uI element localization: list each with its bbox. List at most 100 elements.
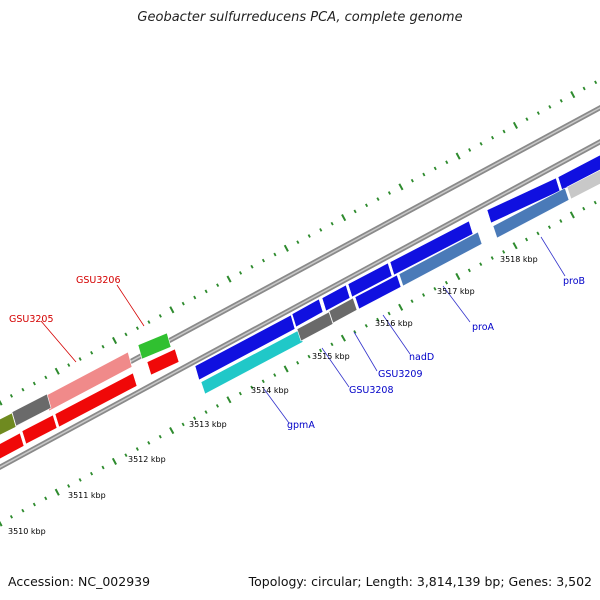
tick-mark xyxy=(135,447,139,451)
tick-mark xyxy=(410,299,414,304)
tick-mark xyxy=(0,399,3,406)
tick-mark xyxy=(341,214,347,222)
tick-mark xyxy=(250,385,254,390)
tick-mark xyxy=(536,231,540,236)
tick-mark xyxy=(525,237,529,242)
tick-label-3517: 3517 kbp xyxy=(437,287,475,296)
label-GSU3206[interactable]: GSU3206 xyxy=(76,275,121,286)
gene-arrow-f[interactable] xyxy=(557,154,600,191)
gene-proB[interactable] xyxy=(492,187,570,239)
tick-mark xyxy=(479,262,483,267)
tick-mark xyxy=(307,354,311,359)
gene-GSU3208[interactable] xyxy=(296,311,334,342)
tick-mark xyxy=(193,416,197,421)
tick-mark xyxy=(548,105,552,109)
tick-mark xyxy=(67,363,71,367)
tick-mark xyxy=(525,117,529,122)
tick-mark xyxy=(215,404,219,408)
tick-mark xyxy=(283,244,289,252)
tick-mark xyxy=(559,98,563,103)
tick-mark xyxy=(273,252,277,257)
tick-mark xyxy=(433,166,437,171)
tick-mark xyxy=(21,508,25,513)
tick-mark xyxy=(90,471,94,476)
label-GSU3205[interactable]: GSU3205 xyxy=(9,314,54,325)
gene-gpmA-upper[interactable] xyxy=(194,314,296,381)
tick-mark xyxy=(9,514,13,519)
tick-mark xyxy=(502,129,506,134)
tick-mark xyxy=(468,148,472,152)
tick-mark xyxy=(0,520,3,527)
gene-arrow-b[interactable] xyxy=(321,284,351,312)
gene-GSU3206[interactable] xyxy=(137,332,172,360)
gene-left-red-1[interactable] xyxy=(54,372,138,428)
tick-mark xyxy=(261,379,265,384)
label-GSU3209[interactable]: GSU3209 xyxy=(378,369,423,380)
tick-mark xyxy=(547,225,551,230)
tick-mark xyxy=(536,111,540,115)
gene-left-red-4[interactable] xyxy=(146,348,180,376)
map-title: Geobacter sulfurreducens PCA, complete g… xyxy=(137,10,463,25)
tick-mark xyxy=(330,221,334,226)
feature-lane-lower xyxy=(200,169,600,395)
gene-arrow-a[interactable] xyxy=(291,298,324,328)
tick-mark xyxy=(169,306,175,314)
label-proA[interactable]: proA xyxy=(472,322,495,333)
tick-mark xyxy=(444,280,448,285)
tick-mark xyxy=(111,457,117,465)
tick-mark xyxy=(512,121,518,129)
tick-label-3513: 3513 kbp xyxy=(189,420,227,429)
tick-mark xyxy=(54,367,60,375)
label-GSU3208[interactable]: GSU3208 xyxy=(349,385,394,396)
tick-mark xyxy=(512,242,518,250)
tick-mark xyxy=(570,91,576,99)
gene-left-red-2[interactable] xyxy=(21,414,58,445)
tick-mark xyxy=(21,387,25,392)
tick-mark xyxy=(250,264,254,269)
label-proB[interactable]: proB xyxy=(563,276,585,287)
outer-tick-marks xyxy=(0,80,598,406)
gene-left-olive[interactable] xyxy=(0,412,17,438)
label-gpmA[interactable]: gpmA xyxy=(287,420,315,431)
tick-mark xyxy=(204,410,208,414)
gene-left-red-3[interactable] xyxy=(0,432,25,462)
tick-mark xyxy=(455,152,461,160)
tick-mark xyxy=(422,172,426,177)
gene-next[interactable] xyxy=(566,169,600,200)
tick-mark xyxy=(147,320,151,324)
gene-proA[interactable] xyxy=(398,231,483,287)
gene-arrow-c[interactable] xyxy=(347,262,393,298)
tick-mark xyxy=(467,268,471,273)
gene-gpmA[interactable] xyxy=(200,329,304,395)
tick-mark xyxy=(239,271,243,275)
tick-mark xyxy=(124,332,128,337)
tick-label-3510: 3510 kbp xyxy=(8,527,46,536)
tick-mark xyxy=(387,311,391,316)
tick-mark xyxy=(364,323,368,328)
tick-label-3514: 3514 kbp xyxy=(251,386,289,395)
tick-mark xyxy=(216,283,220,288)
gene-arrow-d[interactable] xyxy=(389,220,474,276)
tick-mark xyxy=(582,86,586,91)
tick-mark xyxy=(44,375,48,380)
tick-mark xyxy=(112,336,118,345)
tick-mark xyxy=(319,228,323,232)
tick-mark xyxy=(78,357,82,361)
tick-mark xyxy=(181,301,185,306)
tick-mark xyxy=(78,478,82,482)
tick-mark xyxy=(353,330,357,334)
gene-nadD[interactable] xyxy=(354,274,402,310)
tick-mark xyxy=(238,391,242,396)
kbp-tick-labels: 3510 kbp 3511 kbp 3512 kbp 3513 kbp 3514… xyxy=(8,255,538,536)
leader-lines xyxy=(40,236,566,424)
tick-mark xyxy=(479,141,483,146)
tick-mark xyxy=(54,488,60,496)
tick-mark xyxy=(398,303,404,311)
label-nadD[interactable]: nadD xyxy=(409,352,434,363)
tick-mark xyxy=(376,197,380,201)
gene-GSU3209[interactable] xyxy=(328,297,358,324)
tick-label-3516: 3516 kbp xyxy=(375,319,413,328)
tick-mark xyxy=(376,317,380,322)
tick-mark xyxy=(147,441,151,445)
